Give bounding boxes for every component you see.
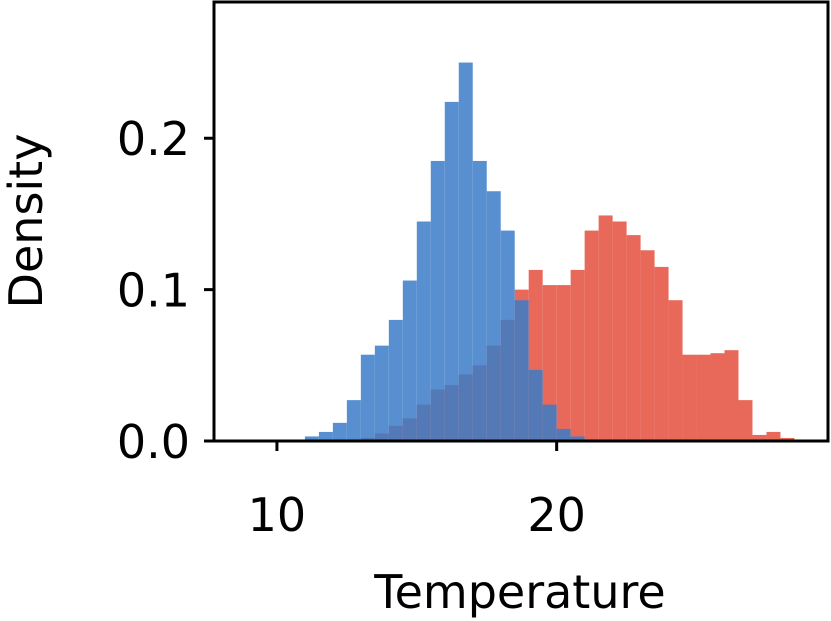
bar	[402, 280, 417, 441]
bar	[654, 266, 669, 441]
bar	[710, 353, 725, 441]
bar	[304, 436, 319, 441]
y-tick-label: 0.1	[117, 264, 190, 318]
bar	[542, 285, 557, 441]
bar	[640, 250, 655, 441]
bar	[556, 285, 571, 441]
bar	[486, 191, 501, 441]
bar	[724, 350, 739, 441]
bar	[766, 431, 781, 441]
bar	[542, 404, 557, 441]
bar	[612, 221, 627, 441]
bar	[500, 230, 515, 441]
bar	[430, 160, 445, 441]
bar	[374, 345, 389, 441]
y-tick-label: 0.0	[117, 415, 190, 469]
bar	[416, 221, 431, 441]
bar	[332, 422, 347, 441]
y-axis-label: Density	[0, 134, 53, 309]
y-tick-label: 0.2	[117, 112, 190, 166]
bar	[668, 300, 683, 441]
bar	[556, 428, 571, 441]
x-axis-label: Temperature	[373, 565, 665, 619]
bar	[780, 437, 795, 441]
bar	[584, 230, 599, 441]
bar	[626, 235, 641, 441]
histogram-series	[304, 62, 585, 442]
plot-frame	[212, 0, 830, 443]
bar	[696, 354, 711, 441]
bar	[570, 269, 585, 441]
bar	[528, 369, 543, 441]
bar	[738, 400, 753, 441]
bar	[360, 354, 375, 441]
bar	[388, 319, 403, 441]
bar	[318, 431, 333, 441]
bar	[752, 434, 767, 441]
bar	[472, 160, 487, 441]
x-tick-label: 20	[527, 488, 586, 542]
bar	[598, 215, 613, 441]
bar	[514, 300, 529, 441]
x-tick-label: 10	[248, 488, 307, 542]
bar	[346, 400, 361, 441]
bar	[458, 62, 473, 441]
bar	[682, 354, 697, 441]
bar	[444, 101, 459, 442]
bar	[570, 436, 585, 441]
